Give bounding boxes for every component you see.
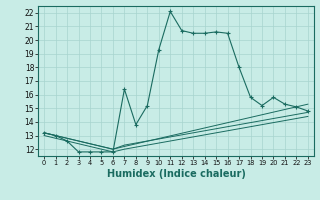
X-axis label: Humidex (Indice chaleur): Humidex (Indice chaleur) — [107, 169, 245, 179]
